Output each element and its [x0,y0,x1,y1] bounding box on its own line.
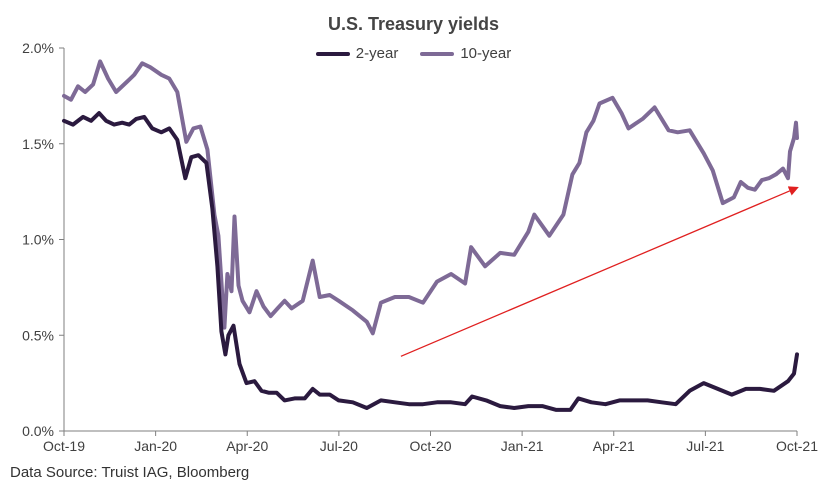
axes: 0.0% 0.5% 1.0% 1.5% 2.0% Oct-19 Jan-20 Apr-20 Ju… [22,40,818,454]
chart-title: U.S. Treasury yields [327,14,500,34]
legend-label-10-year: 10-year [460,45,512,62]
legend-item-2-year: 2-year [315,45,399,62]
data-source-note: Data Source: Truist IAG, Bloomberg [10,464,250,481]
y-tick-label: 2.0% [22,40,54,56]
series-line-10-year [62,59,799,336]
legend: 2-year 10-year [0,45,827,62]
x-tick-label: Jul-20 [320,438,358,454]
trend-arrow [400,186,799,357]
x-tick-label: Apr-20 [226,438,268,454]
y-tick-label: 1.0% [22,232,54,248]
y-tick-label: 0.5% [22,327,54,343]
series-layer [62,59,799,412]
x-tick-label: Jan-21 [501,438,544,454]
x-tick-label: Oct-19 [43,438,85,454]
x-tick-label: Jan-20 [134,438,177,454]
legend-item-10-year: 10-year [420,45,511,62]
x-tick-label: Apr-21 [593,438,635,454]
y-tick-label: 1.5% [22,136,54,152]
legend-swatch-10-year [420,51,455,56]
series-line-2-year [62,111,799,412]
y-tick-label: 0.0% [22,423,54,439]
x-tick-label: Jul-21 [686,438,724,454]
legend-label-2-year: 2-year [355,45,399,62]
x-tick-label: Oct-20 [409,438,451,454]
legend-swatch-2-year [315,51,350,56]
annotation-layer [400,186,799,357]
x-tick-label: Oct-21 [776,438,818,454]
